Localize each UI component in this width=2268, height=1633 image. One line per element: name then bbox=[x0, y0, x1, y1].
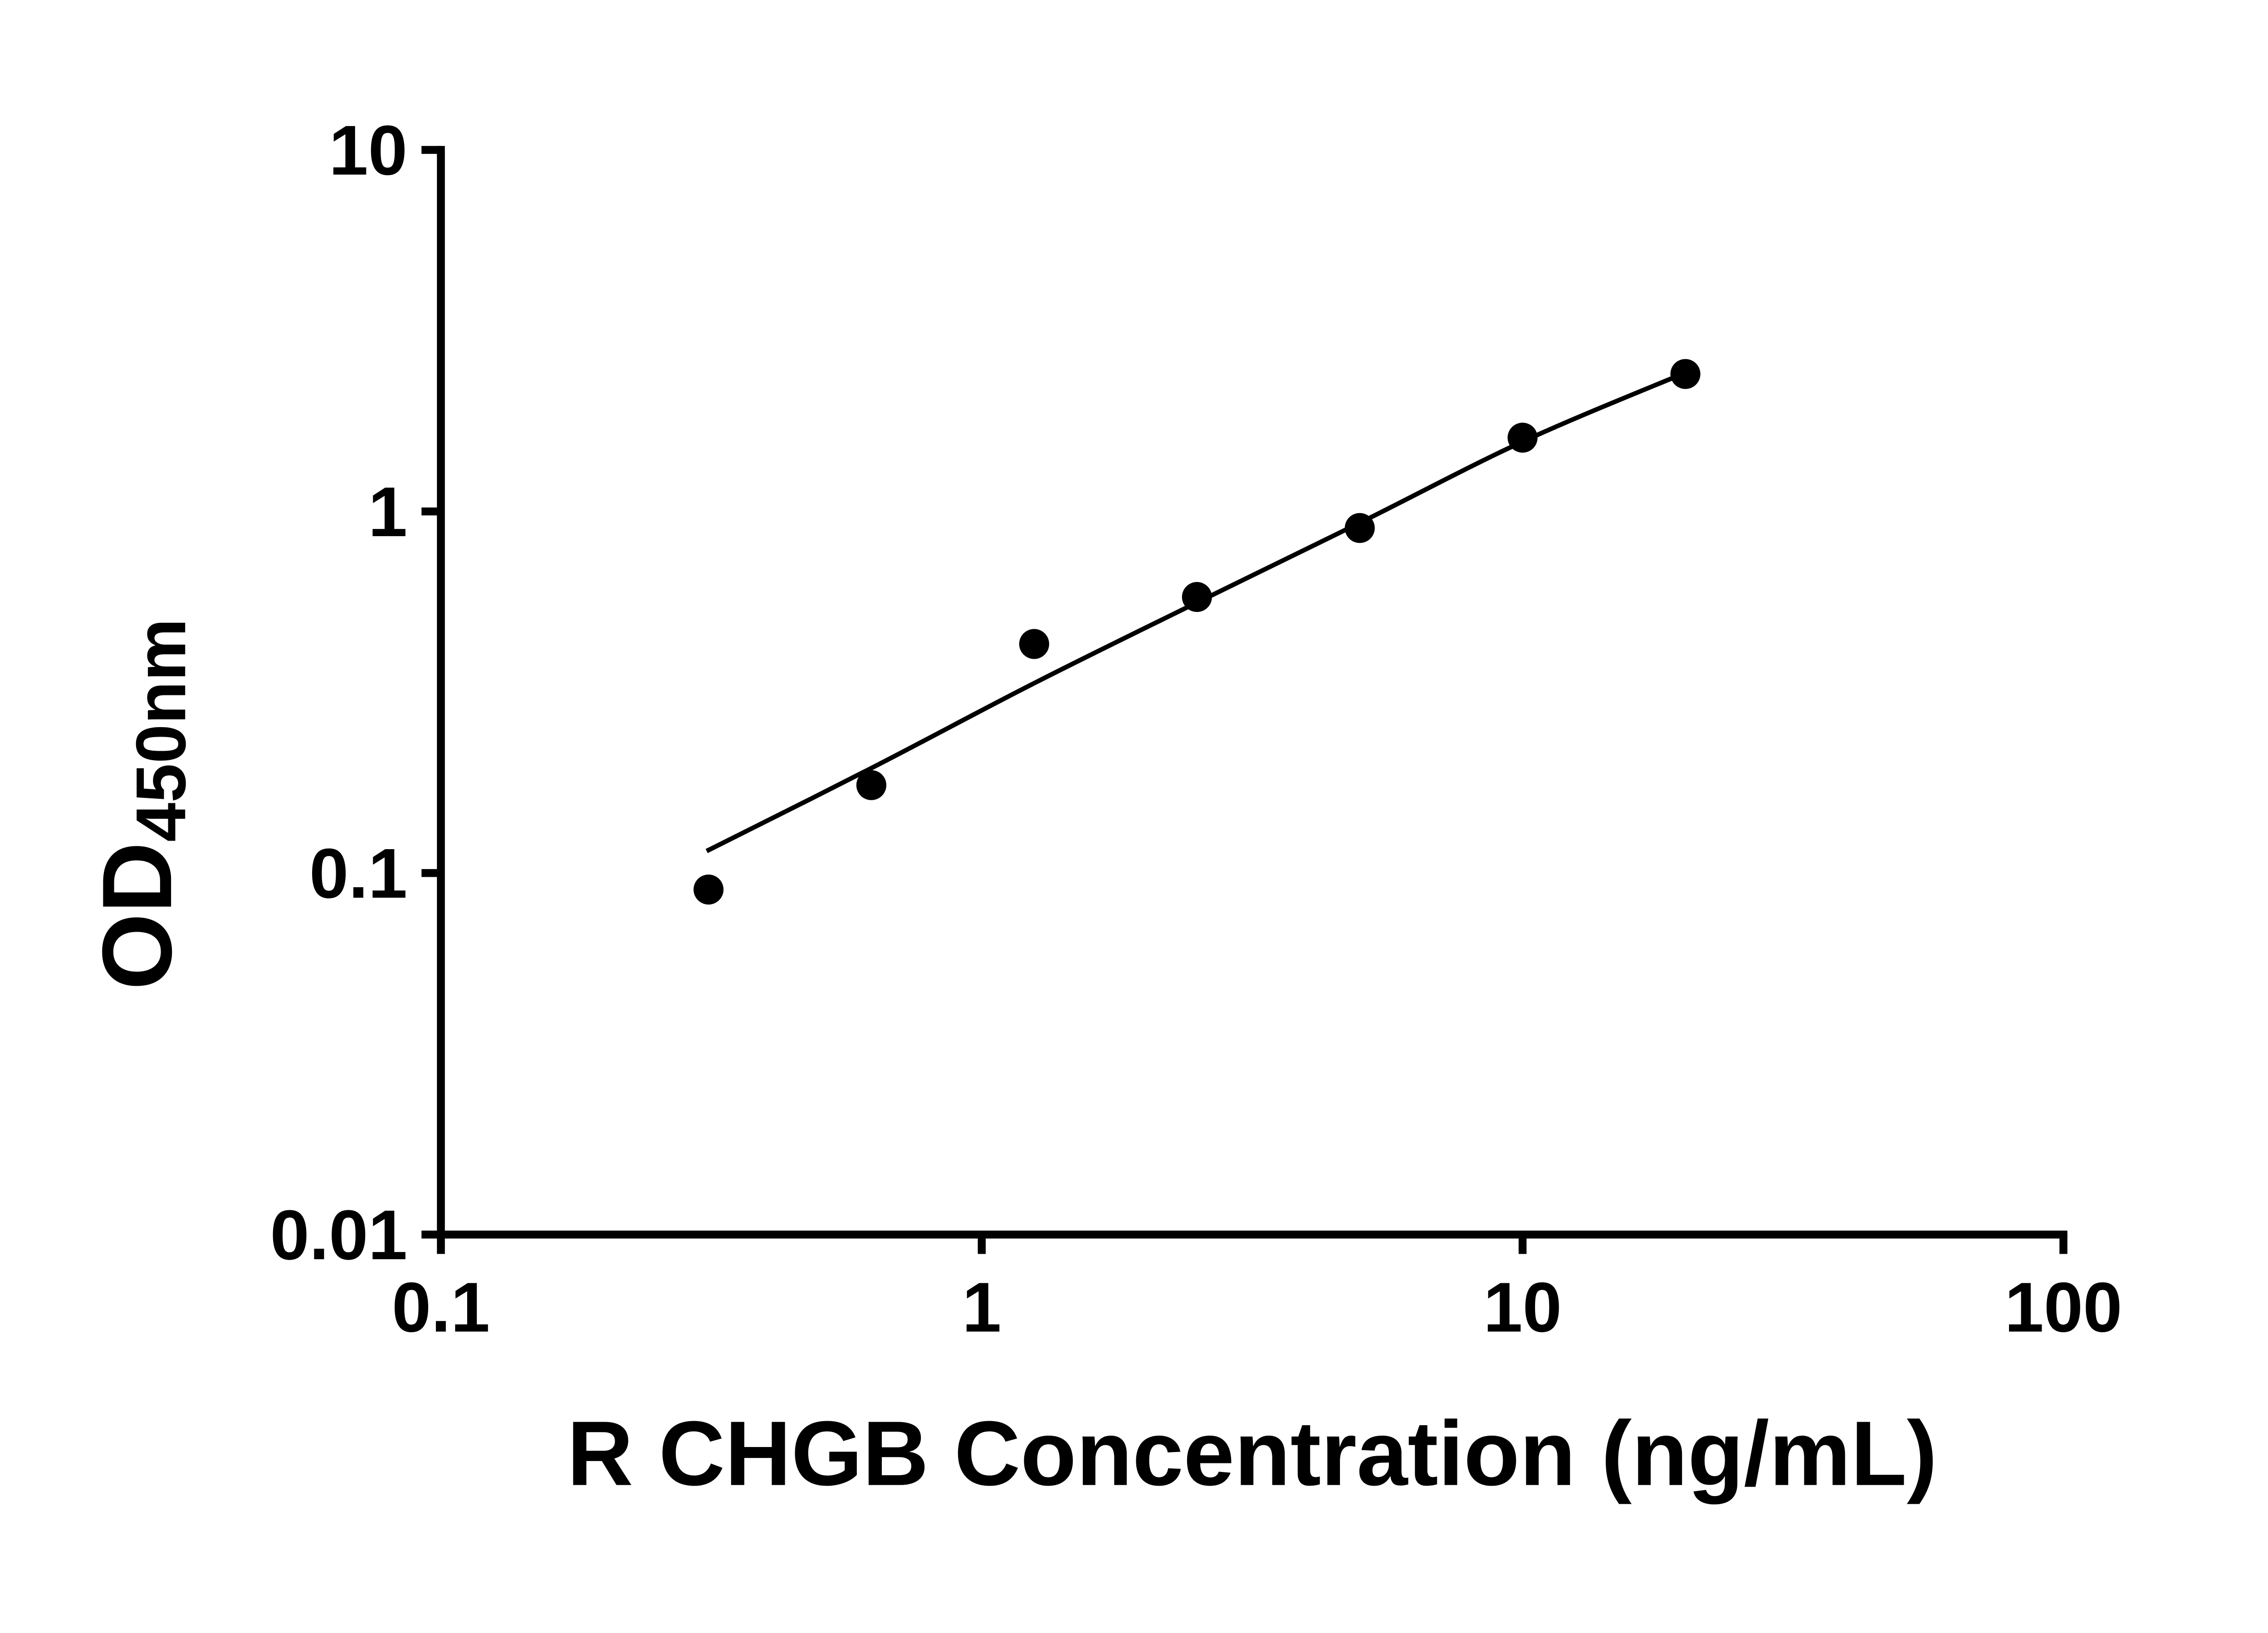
data-point bbox=[1182, 582, 1212, 612]
figure: 0.1 1 10 100 0.01 0.1 1 10 R CHGB Concentration… bbox=[82, 110, 2122, 1505]
page: { "chart_data": { "type": "scatter", "ti… bbox=[82, 110, 2122, 1505]
axis-line bbox=[437, 146, 2068, 1239]
y-axis-tick-label: 1 bbox=[368, 472, 408, 551]
data-point bbox=[1507, 422, 1538, 453]
x-axis-tick-label: 1 bbox=[962, 1267, 1002, 1346]
y-axis-tick-label: 0.01 bbox=[270, 1195, 407, 1274]
data-point bbox=[693, 874, 724, 905]
y-axis-title-subscript: 450nm bbox=[121, 618, 200, 842]
y-axis-tick-label: 10 bbox=[329, 111, 407, 190]
x-axis-tick-label: 0.1 bbox=[392, 1267, 490, 1346]
x-axis-title: R CHGB Concentration (ng/mL) bbox=[567, 1402, 1937, 1505]
y-axis-title-main: OD bbox=[82, 842, 192, 990]
data-point bbox=[1344, 513, 1375, 543]
x-axis-tick-label: 100 bbox=[2004, 1267, 2122, 1346]
y-axis-title: OD450nm bbox=[82, 618, 200, 990]
data-point bbox=[1019, 629, 1049, 659]
y-axis-tick-label: 0.1 bbox=[309, 834, 407, 913]
x-axis-tick-label: 10 bbox=[1483, 1267, 1562, 1346]
data-point bbox=[1670, 359, 1701, 389]
data-point bbox=[856, 770, 887, 800]
